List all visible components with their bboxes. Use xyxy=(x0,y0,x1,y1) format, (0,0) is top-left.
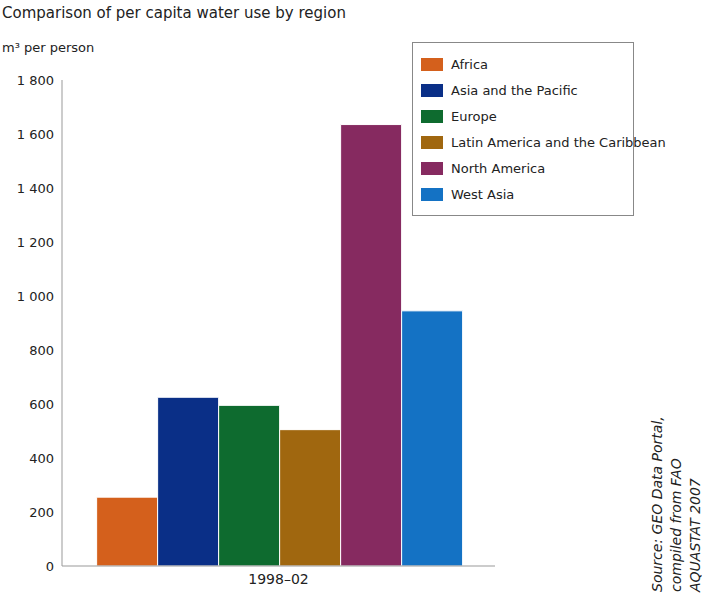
svg-text:200: 200 xyxy=(29,505,54,520)
html-text:Source: GEO Data Portal,: Source: GEO Data Portal, xyxy=(649,416,665,592)
html-text:Africa: Africa xyxy=(451,56,489,72)
html-text:Europe: Europe xyxy=(451,108,497,124)
svg-text:1 400: 1 400 xyxy=(17,181,54,196)
svg-text:0: 0 xyxy=(46,559,54,574)
svg-text:1 600: 1 600 xyxy=(17,127,54,142)
html-text:m³ per person: m³ per person xyxy=(2,40,95,55)
svg-text:1 000: 1 000 xyxy=(17,289,54,304)
html-text:Latin America and the Caribbea: Latin America and the Caribbean xyxy=(451,134,666,150)
svg-text:1 200: 1 200 xyxy=(17,235,54,250)
svg-text:1 800: 1 800 xyxy=(17,73,54,88)
html-text:North America: North America xyxy=(451,160,546,176)
html-text:AQUASTAT 2007: AQUASTAT 2007 xyxy=(687,478,703,592)
html-text:West Asia: West Asia xyxy=(451,186,515,202)
html-text:Comparison of per capita water: Comparison of per capita water use by re… xyxy=(2,4,346,22)
svg-text:400: 400 xyxy=(29,451,54,466)
svg-text:1998–02: 1998–02 xyxy=(248,571,308,587)
svg-text:800: 800 xyxy=(29,343,54,358)
svg-text:600: 600 xyxy=(29,397,54,412)
html-text:compiled from FAO: compiled from FAO xyxy=(668,458,684,592)
html-text:Asia and the Pacific: Asia and the Pacific xyxy=(451,82,578,98)
